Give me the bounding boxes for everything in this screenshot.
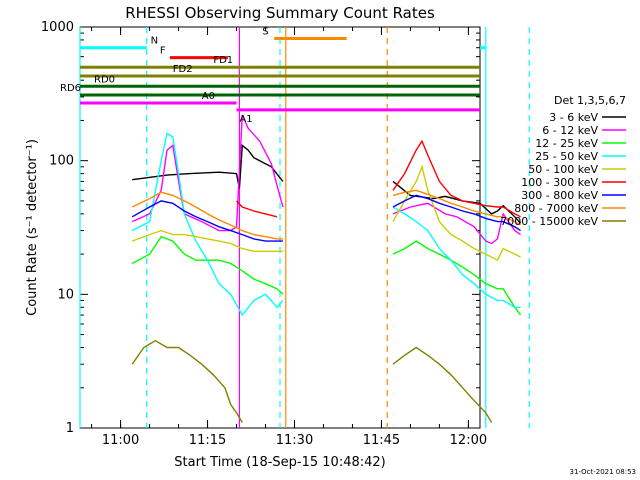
x-tick-label: 11:45: [363, 433, 400, 448]
y-tick-label: 100: [49, 154, 74, 169]
flag-label-FD1: FD1: [213, 55, 233, 66]
flag-label-A1: A1: [239, 114, 252, 125]
footer-timestamp: 31-Oct-2021 08:53: [570, 468, 636, 476]
legend-label: 25 - 50 keV: [535, 150, 598, 163]
series-line-7000-15000keV: [131, 339, 243, 423]
legend-label: 300 - 800 keV: [521, 189, 598, 202]
x-tick-label: 11:30: [276, 433, 313, 448]
legend-label: 7000 - 15000 keV: [500, 215, 598, 228]
series-line-25-50keV: [131, 132, 284, 317]
flag-label-RD0: RD0: [94, 74, 115, 85]
legend-label: 3 - 6 keV: [549, 111, 598, 124]
series-line-50-100keV: [131, 229, 283, 253]
series-line-3-6keV: [132, 144, 284, 189]
flag-label-F: F: [160, 46, 166, 57]
flag-label-FD2: FD2: [173, 64, 193, 75]
y-axis-label: Count Rate (s⁻¹ detector⁻¹): [25, 139, 40, 316]
y-tick-label: 1000: [41, 20, 74, 35]
legend-label: 12 - 25 keV: [535, 137, 598, 150]
x-tick-label: 12:00: [450, 433, 487, 448]
series-line-100-300keV: [235, 200, 278, 218]
legend-label: 50 - 100 keV: [528, 163, 598, 176]
series-line-800-7000keV: [392, 189, 521, 226]
series-line-6-12keV: [131, 114, 284, 232]
flag-label-S: S: [262, 27, 268, 38]
series-line-12-25keV: [392, 240, 522, 316]
series-line-25-50keV: [392, 206, 521, 308]
flag-label-RD6: RD6: [60, 83, 81, 94]
x-axis-label: Start Time (18-Sep-15 10:48:42): [174, 455, 385, 470]
y-tick-label: 10: [57, 287, 74, 302]
y-tick-label: 1: [66, 421, 74, 436]
flag-label-N: N: [151, 36, 158, 47]
legend-label: 6 - 12 keV: [542, 124, 598, 137]
legend-label: 100 - 300 keV: [521, 176, 598, 189]
flag-label-A0: A0: [202, 91, 215, 102]
legend-label: 800 - 7000 keV: [514, 202, 598, 215]
series-line-6-12keV: [392, 202, 521, 245]
series-line-12-25keV: [131, 235, 284, 295]
series-line-50-100keV: [392, 164, 521, 262]
chart-title: RHESSI Observing Summary Count Rates: [125, 4, 435, 22]
series-line-300-800keV: [392, 194, 521, 232]
x-tick-label: 11:00: [102, 433, 139, 448]
series-line-300-800keV: [131, 200, 283, 242]
series-line-100-300keV: [392, 139, 521, 218]
x-tick-label: 11:15: [189, 433, 226, 448]
legend-title: Det 1,3,5,6,7: [554, 94, 626, 107]
series-line-7000-15000keV: [392, 346, 493, 423]
series-line-800-7000keV: [131, 191, 283, 240]
